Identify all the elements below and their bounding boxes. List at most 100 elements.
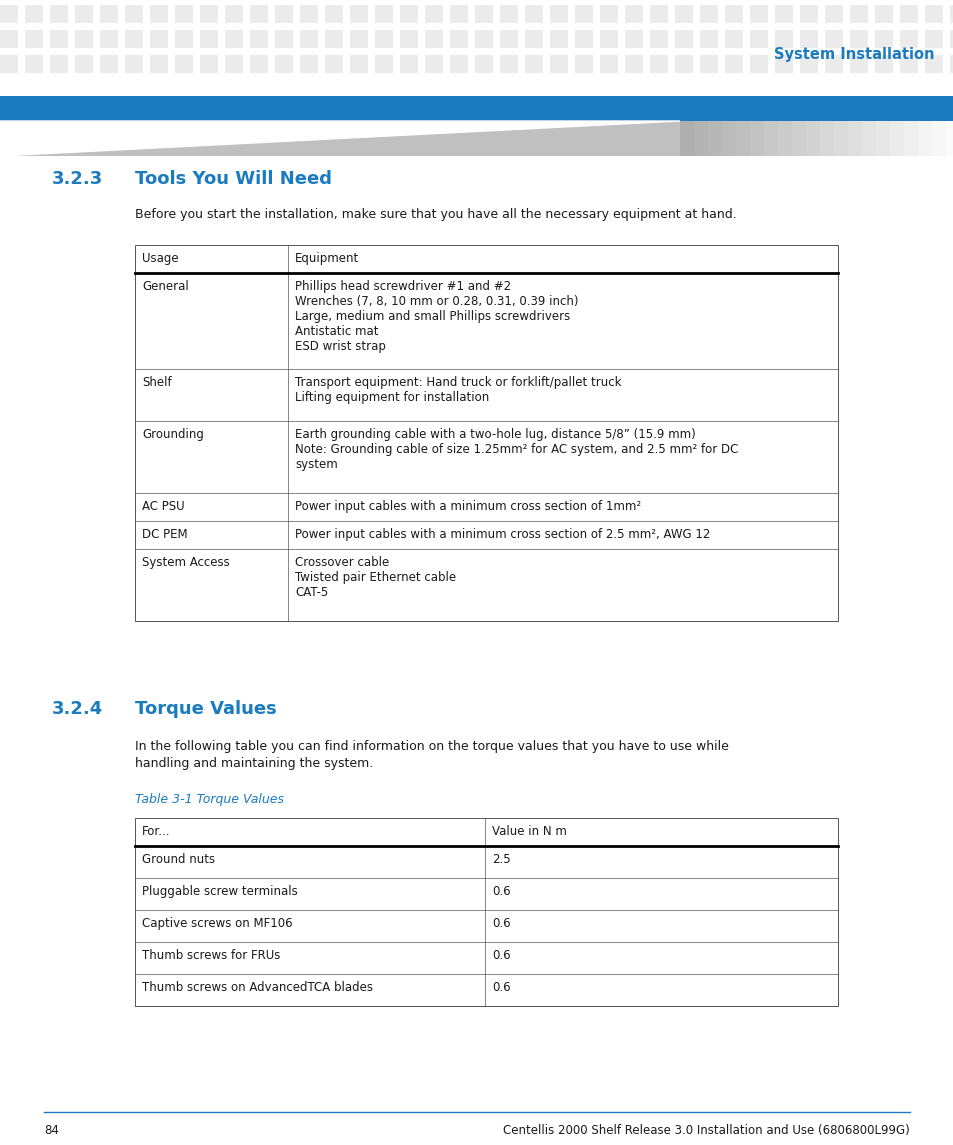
Text: Antistatic mat: Antistatic mat: [294, 325, 378, 338]
Text: Power input cables with a minimum cross section of 1mm²: Power input cables with a minimum cross …: [294, 500, 640, 513]
Bar: [763, 121, 778, 156]
Bar: [800, 30, 817, 48]
Bar: [889, 121, 903, 156]
Bar: [225, 30, 243, 48]
Bar: [931, 121, 945, 156]
Bar: [174, 30, 193, 48]
Text: CAT-5: CAT-5: [294, 586, 328, 599]
Bar: [50, 5, 68, 23]
Text: 0.6: 0.6: [492, 917, 510, 930]
Bar: [624, 30, 642, 48]
Bar: [299, 5, 317, 23]
Bar: [325, 5, 343, 23]
Bar: [424, 30, 442, 48]
Bar: [350, 55, 368, 73]
Bar: [624, 5, 642, 23]
Bar: [800, 5, 817, 23]
Text: Grounding: Grounding: [142, 428, 204, 441]
Bar: [700, 55, 718, 73]
Bar: [924, 55, 942, 73]
Bar: [274, 5, 293, 23]
Bar: [649, 5, 667, 23]
Bar: [274, 55, 293, 73]
Bar: [599, 55, 618, 73]
Bar: [862, 121, 875, 156]
Bar: [375, 30, 393, 48]
Bar: [550, 30, 567, 48]
Bar: [899, 55, 917, 73]
Bar: [833, 121, 847, 156]
Text: Note: Grounding cable of size 1.25mm² for AC system, and 2.5 mm² for DC: Note: Grounding cable of size 1.25mm² fo…: [294, 443, 738, 456]
Bar: [707, 121, 721, 156]
Bar: [575, 55, 593, 73]
Bar: [250, 5, 268, 23]
Bar: [550, 55, 567, 73]
Bar: [778, 121, 791, 156]
Text: Twisted pair Ethernet cable: Twisted pair Ethernet cable: [294, 571, 456, 584]
Bar: [499, 30, 517, 48]
Text: 0.6: 0.6: [492, 981, 510, 994]
Bar: [25, 55, 43, 73]
Bar: [25, 30, 43, 48]
Bar: [599, 5, 618, 23]
Bar: [350, 5, 368, 23]
Bar: [350, 30, 368, 48]
Bar: [475, 5, 493, 23]
Text: system: system: [294, 458, 337, 471]
Bar: [225, 55, 243, 73]
Bar: [0, 121, 953, 156]
Bar: [75, 5, 92, 23]
Bar: [949, 55, 953, 73]
Text: System Access: System Access: [142, 556, 230, 569]
Bar: [200, 5, 218, 23]
Bar: [125, 5, 143, 23]
Bar: [800, 55, 817, 73]
Text: For...: For...: [142, 826, 171, 838]
Bar: [375, 55, 393, 73]
Bar: [675, 30, 692, 48]
Bar: [174, 5, 193, 23]
Bar: [250, 55, 268, 73]
Bar: [791, 121, 805, 156]
Bar: [917, 121, 931, 156]
Bar: [125, 30, 143, 48]
Bar: [450, 5, 468, 23]
Text: 0.6: 0.6: [492, 949, 510, 962]
Bar: [399, 5, 417, 23]
Polygon shape: [0, 121, 679, 156]
Bar: [945, 121, 953, 156]
Text: In the following table you can find information on the torque values that you ha: In the following table you can find info…: [135, 740, 728, 753]
Bar: [899, 30, 917, 48]
Bar: [724, 30, 742, 48]
Bar: [649, 30, 667, 48]
Text: Large, medium and small Phillips screwdrivers: Large, medium and small Phillips screwdr…: [294, 310, 570, 323]
Bar: [824, 30, 842, 48]
Bar: [375, 5, 393, 23]
Text: Pluggable screw terminals: Pluggable screw terminals: [142, 885, 297, 898]
Bar: [475, 30, 493, 48]
Bar: [424, 55, 442, 73]
Text: ESD wrist strap: ESD wrist strap: [294, 340, 385, 353]
Bar: [820, 121, 833, 156]
Bar: [749, 30, 767, 48]
Bar: [299, 30, 317, 48]
Bar: [0, 30, 18, 48]
Text: DC PEM: DC PEM: [142, 528, 188, 540]
Bar: [135, 818, 837, 1006]
Text: Before you start the installation, make sure that you have all the necessary equ: Before you start the installation, make …: [135, 208, 736, 221]
Bar: [805, 121, 820, 156]
Bar: [25, 5, 43, 23]
Bar: [675, 55, 692, 73]
Bar: [575, 30, 593, 48]
Text: Ground nuts: Ground nuts: [142, 853, 214, 866]
Bar: [721, 121, 735, 156]
Bar: [624, 55, 642, 73]
Text: Phillips head screwdriver #1 and #2: Phillips head screwdriver #1 and #2: [294, 281, 511, 293]
Bar: [849, 30, 867, 48]
Bar: [50, 30, 68, 48]
Text: Shelf: Shelf: [142, 376, 172, 389]
Bar: [424, 5, 442, 23]
Bar: [924, 30, 942, 48]
Text: System Installation: System Installation: [774, 47, 934, 63]
Bar: [700, 5, 718, 23]
